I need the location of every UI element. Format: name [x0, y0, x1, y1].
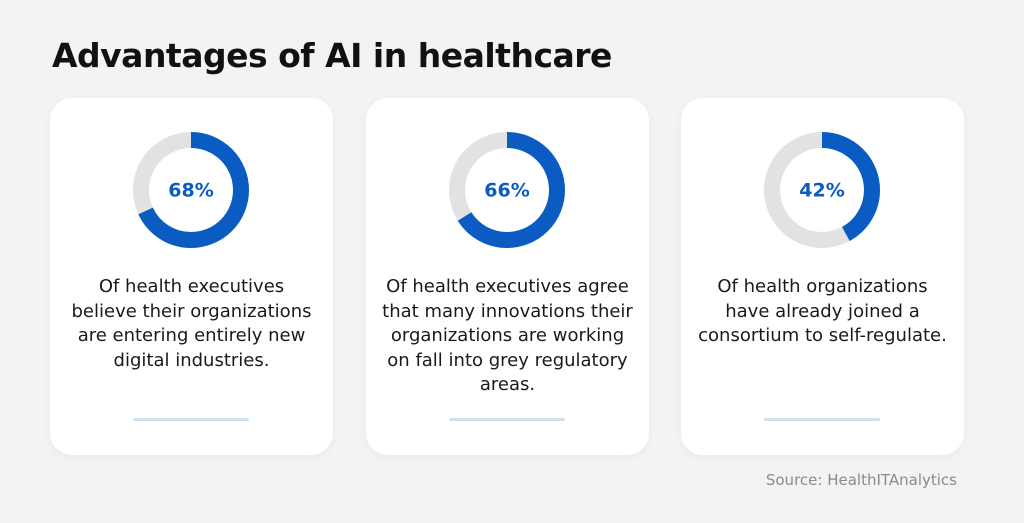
description: Of health executives believe their organ… — [71, 276, 312, 371]
separator — [133, 418, 249, 421]
card: 66% Of health executives agree that many … — [366, 98, 649, 455]
value-label: 66% — [484, 180, 529, 202]
separator — [764, 418, 880, 421]
donut-chart: 68% — [133, 132, 249, 248]
page-title: Advantages of AI in healthcare — [52, 36, 612, 75]
description: Of health executives agree that many inn… — [382, 276, 633, 395]
value-label: 42% — [799, 180, 844, 202]
donut-arc — [764, 132, 880, 248]
donut-chart: 42% — [764, 132, 880, 248]
source: Source: HealthITAnalytics — [765, 471, 957, 489]
separator — [449, 418, 565, 421]
value-label: 68% — [168, 180, 213, 202]
donut-arc — [449, 132, 565, 248]
description: Of health organizations have already joi… — [698, 276, 947, 346]
donut-arc — [133, 132, 249, 248]
card: 68% Of health executives believe their or… — [50, 98, 333, 455]
card: 42% Of health organizations have already … — [681, 98, 964, 455]
donut-chart: 66% — [449, 132, 565, 248]
